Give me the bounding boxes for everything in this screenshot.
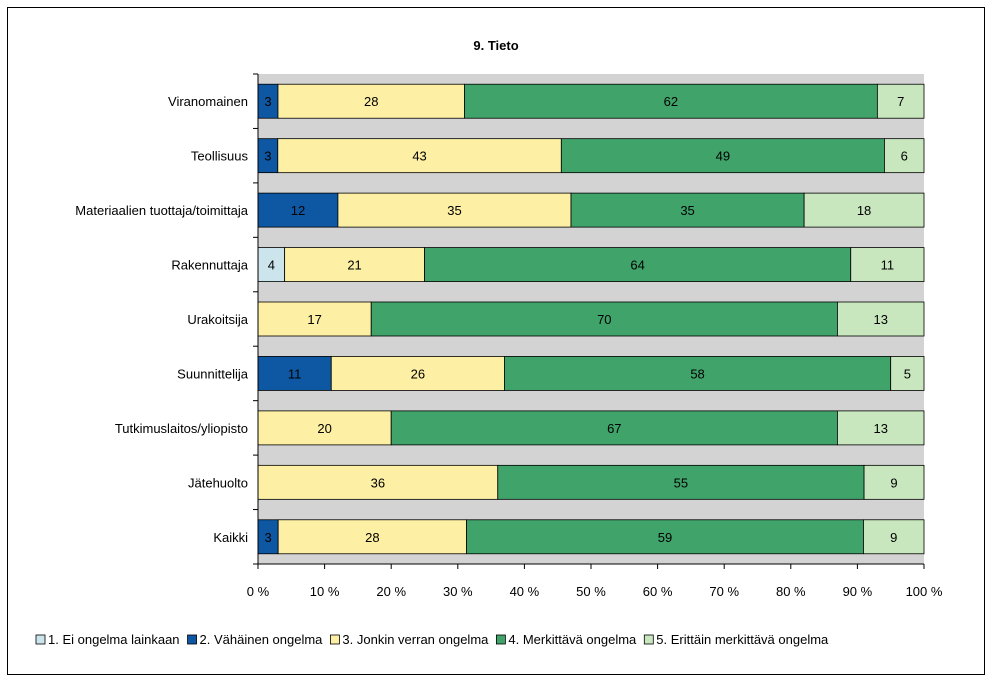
bar-segment (370, 301, 838, 337)
data-label: 67 (607, 421, 621, 436)
category-label: Teollisuus (191, 149, 249, 164)
bar-segment (390, 410, 838, 446)
bar-segment (257, 410, 392, 446)
data-label: 70 (597, 312, 611, 327)
data-label: 13 (873, 312, 887, 327)
bar-segment (277, 519, 467, 555)
x-tick-label: 60 % (643, 584, 673, 599)
bar-segment (257, 356, 332, 391)
category-label: Rakennuttaja (171, 258, 248, 273)
legend-label: 5. Erittäin merkittävä ongelma (656, 632, 829, 647)
data-label: 3 (264, 530, 271, 545)
legend-swatch (187, 634, 197, 645)
bar-segment (863, 519, 925, 555)
bar-segment (850, 247, 925, 282)
x-tick-label: 50 % (576, 584, 606, 599)
data-label: 26 (411, 366, 425, 381)
bar-segment (863, 464, 925, 500)
data-label: 64 (630, 258, 644, 273)
legend-label: 3. Jonkin verran ongelma (342, 632, 489, 647)
bar-segment (257, 192, 339, 228)
data-label: 35 (447, 203, 461, 218)
bar-segment (284, 247, 425, 282)
legend-label: 2. Vähäinen ongelma (200, 632, 324, 647)
data-label: 59 (658, 530, 672, 545)
x-tick-label: 40 % (510, 584, 540, 599)
bar-segment (277, 138, 562, 174)
data-label: 13 (873, 421, 887, 436)
data-label: 55 (674, 475, 688, 490)
legend-swatch (643, 634, 654, 645)
data-label: 36 (371, 475, 385, 490)
chart-title: 9. Tieto (473, 38, 518, 53)
data-label: 6 (901, 149, 908, 164)
legend-swatch (495, 634, 506, 645)
legend-swatch (35, 634, 46, 645)
legend: 1. Ei ongelma lainkaan 2. Vähäinen ongelm… (35, 632, 829, 647)
bar-segment (337, 192, 572, 228)
x-tick-label: 30 % (443, 584, 473, 599)
bar-segment (257, 464, 499, 500)
legend-swatch (330, 634, 340, 645)
category-label: Viranomainen (168, 94, 248, 109)
category-label: Jätehuolto (188, 475, 248, 490)
bar-segment (560, 138, 885, 174)
data-label: 3 (264, 149, 271, 164)
data-label: 12 (291, 203, 305, 218)
data-label: 9 (890, 475, 897, 490)
category-label: Urakoitsija (187, 312, 248, 327)
data-label: 17 (307, 312, 321, 327)
x-tick-label: 80 % (776, 584, 806, 599)
data-label: 11 (288, 366, 302, 381)
bar-segment (497, 464, 865, 500)
data-label: 9 (890, 530, 897, 545)
data-label: 62 (664, 94, 678, 109)
x-tick-label: 0 % (247, 584, 270, 599)
data-label: 35 (680, 203, 694, 218)
bar-segment (257, 301, 372, 337)
legend-label: 4. Merkittävä ongelma (508, 632, 637, 647)
category-label: Materiaalien tuottaja/toimittaja (75, 203, 248, 218)
data-label: 58 (690, 366, 704, 381)
data-label: 49 (716, 149, 730, 164)
bar-segment (466, 519, 864, 555)
bar-segment (837, 410, 925, 446)
data-label: 20 (317, 421, 331, 436)
legend-label: 1. Ei ongelma lainkaan (48, 632, 180, 647)
bar-segment (876, 83, 925, 119)
data-label: 4 (268, 258, 275, 273)
category-label: Kaikki (213, 530, 248, 545)
data-label: 43 (412, 149, 426, 164)
data-label: 7 (897, 94, 904, 109)
category-label: Suunnittelija (177, 366, 249, 381)
data-label: 28 (364, 94, 378, 109)
data-label: 18 (857, 203, 871, 218)
x-tick-label: 90 % (843, 584, 873, 599)
x-tick-label: 70 % (709, 584, 739, 599)
bar-segment (504, 356, 892, 391)
bar-segment (570, 192, 805, 228)
data-label: 28 (365, 530, 379, 545)
x-tick-label: 20 % (376, 584, 406, 599)
axis-layer: Viranomainen Teollisuus Materiaalien tuott… (75, 73, 943, 599)
bar-segment (890, 356, 925, 391)
category-label: Tutkimuslaitos/yliopisto (115, 421, 248, 436)
bar-segment (837, 301, 925, 337)
bar-segment (884, 138, 925, 174)
data-label: 5 (904, 366, 911, 381)
data-label: 21 (347, 258, 361, 273)
x-tick-label: 10 % (310, 584, 340, 599)
data-label: 3 (264, 94, 271, 109)
bar-segment (424, 247, 852, 282)
data-label: 11 (881, 258, 895, 273)
bar-segment (803, 192, 925, 228)
x-tick-label: 100 % (906, 584, 943, 599)
